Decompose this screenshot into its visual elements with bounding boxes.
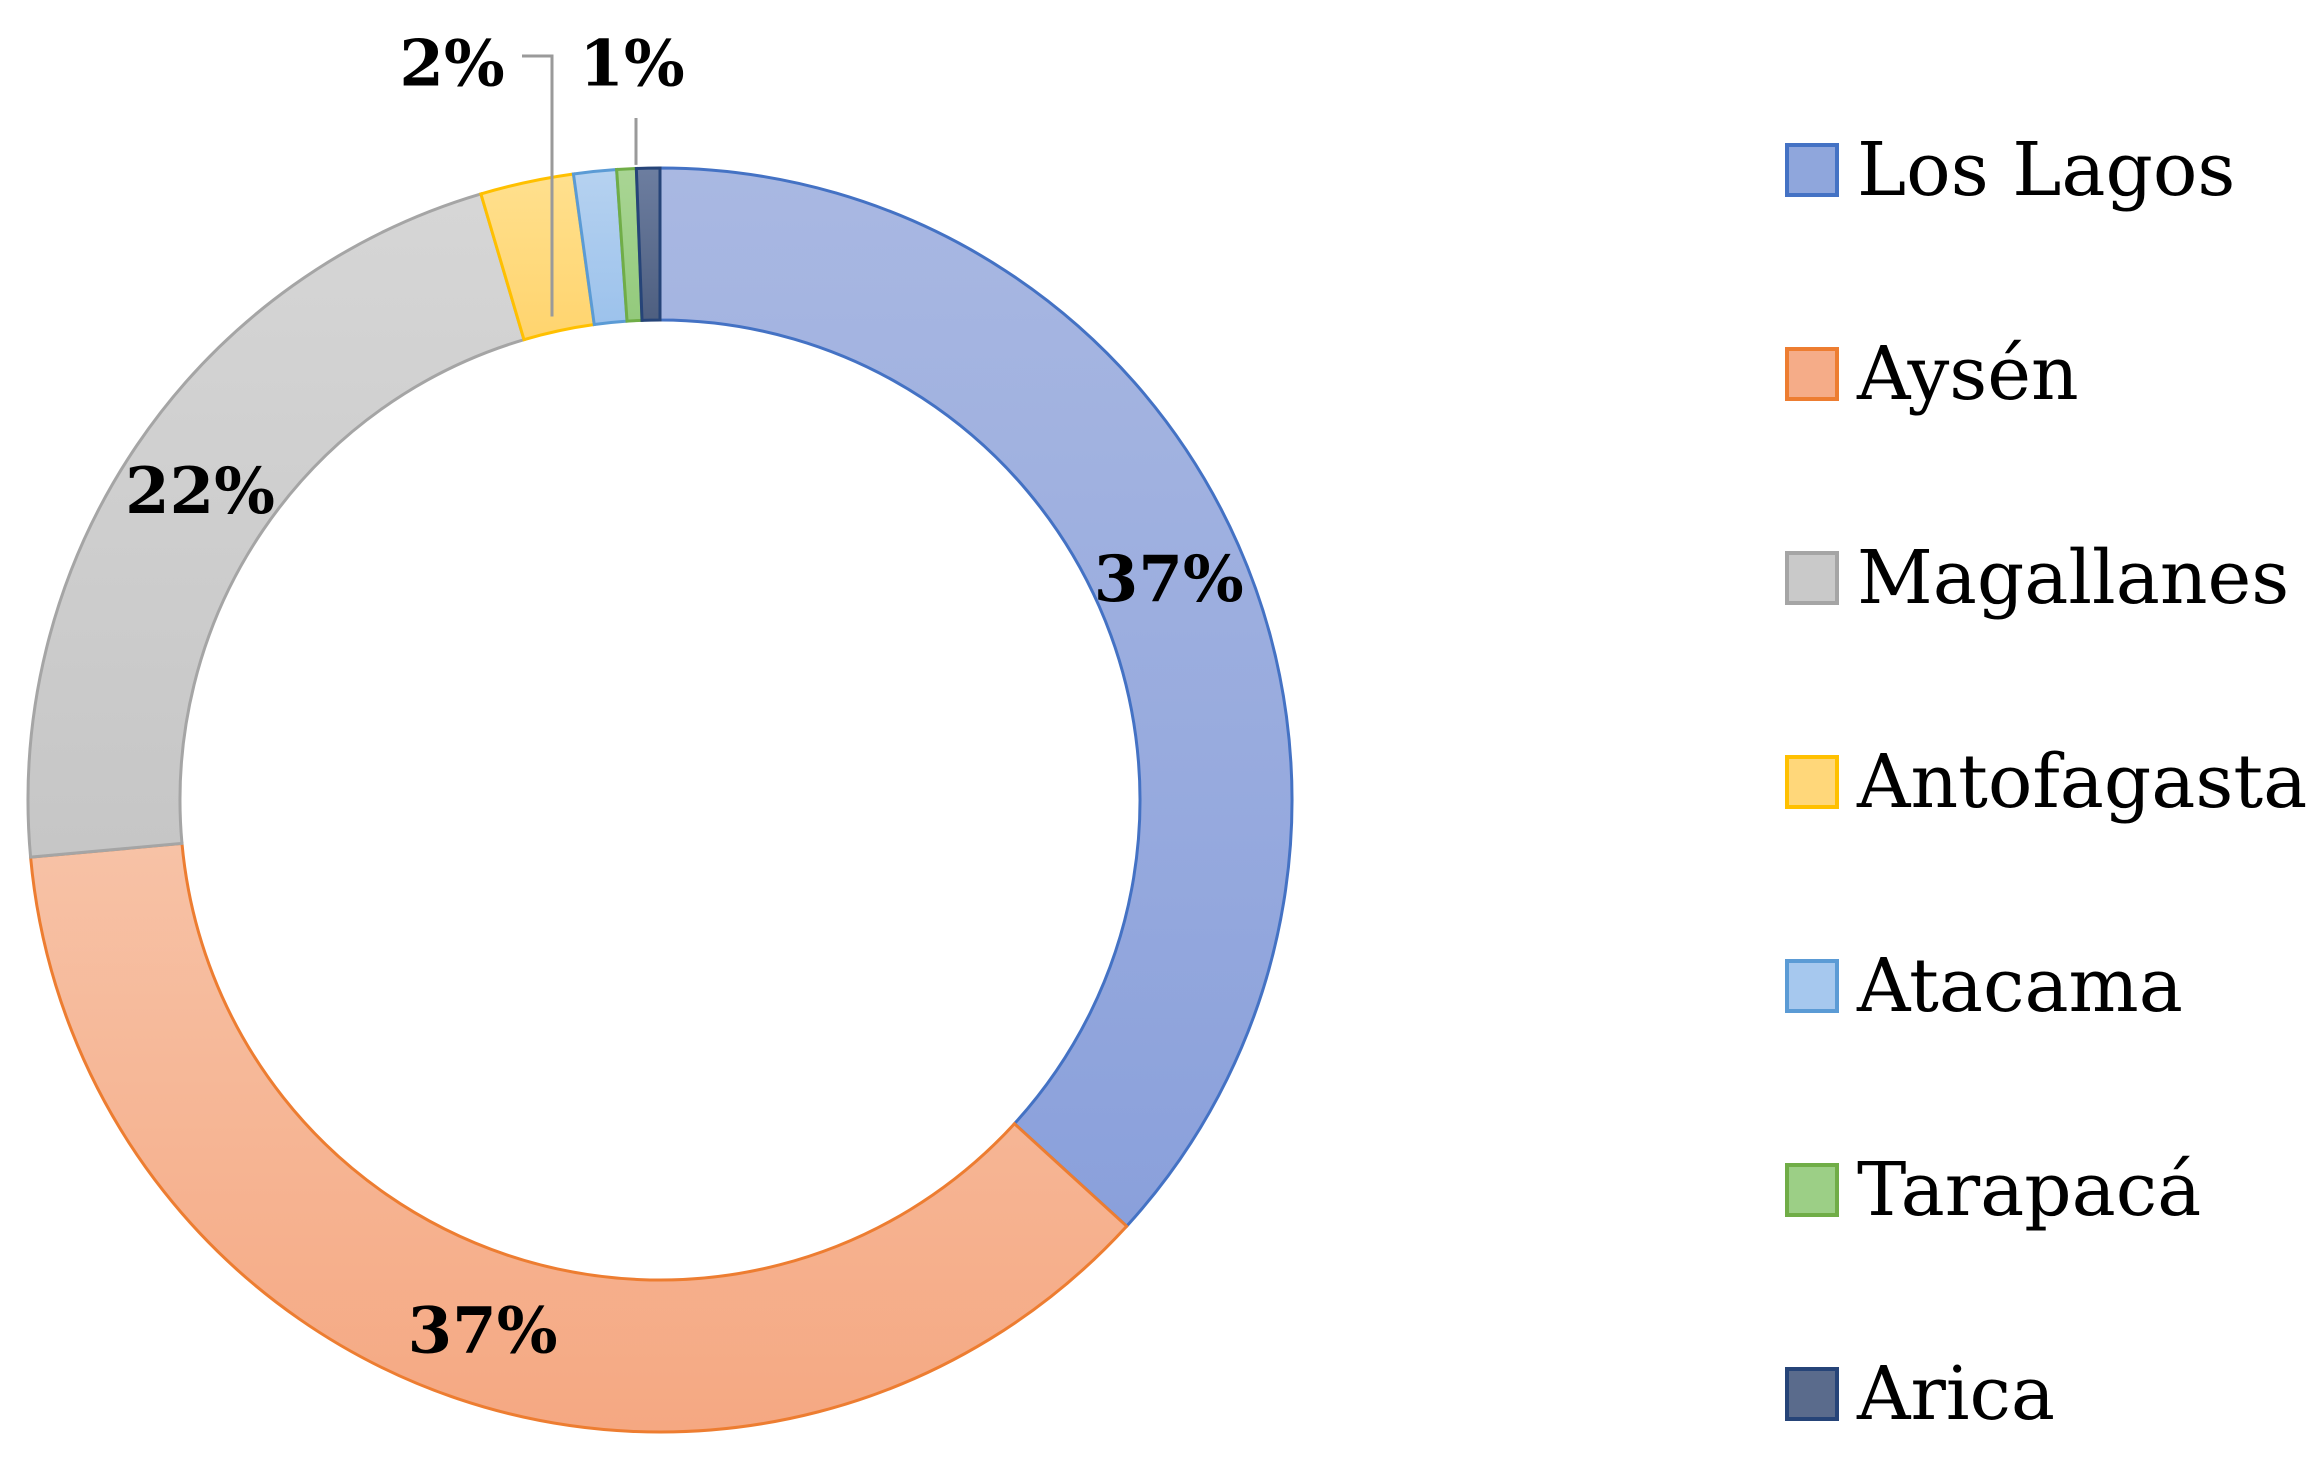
data-labels: 37% 37% 22% 2% 1%: [125, 27, 1244, 1369]
legend-label-antofagasta: Antofagasta: [1856, 739, 2307, 825]
data-label-antofagasta: 2%: [399, 27, 504, 102]
legend-label-atacama: Atacama: [1856, 943, 2183, 1029]
legend-label-arica: Arica: [1856, 1351, 2055, 1437]
slice-arica: [634, 166, 662, 322]
data-label-magallanes: 22%: [125, 454, 275, 529]
legend-item-atacama: Atacama: [1785, 943, 2183, 1029]
slice-los-lagos: [658, 166, 1294, 1229]
legend-swatch-tarapaca: [1785, 1163, 1839, 1217]
legend-item-antofagasta: Antofagasta: [1785, 739, 2307, 825]
data-label-aysen: 37%: [408, 1293, 558, 1368]
legend-swatch-antofagasta: [1785, 755, 1839, 809]
legend-label-aysen: Aysén: [1856, 331, 2079, 417]
legend-label-tarapaca: Tarapacá: [1857, 1147, 2201, 1233]
legend-item-aysen: Aysén: [1785, 331, 2079, 417]
leader-lines: [522, 54, 638, 317]
legend-swatch-los-lagos: [1785, 143, 1839, 197]
legend-swatch-magallanes: [1785, 551, 1839, 605]
legend-swatch-arica: [1785, 1367, 1839, 1421]
slice-aysen: [28, 841, 1129, 1434]
legend-swatch-aysen: [1785, 347, 1839, 401]
legend-swatch-atacama: [1785, 959, 1839, 1013]
data-label-los-lagos: 37%: [1094, 542, 1244, 617]
leader-line-antofagasta: [522, 54, 554, 317]
legend-label-los-lagos: Los Lagos: [1857, 127, 2235, 213]
data-label-tarapaca: 1%: [579, 27, 684, 102]
legend-item-los-lagos: Los Lagos: [1785, 127, 2235, 213]
legend-item-arica: Arica: [1785, 1351, 2055, 1437]
legend-label-magallanes: Magallanes: [1857, 535, 2289, 621]
legend-item-magallanes: Magallanes: [1785, 535, 2289, 621]
donut-slices: [26, 166, 1294, 1434]
legend: Los Lagos Aysén Magallanes Antofagasta Ataca…: [1785, 127, 2307, 1437]
legend-item-tarapaca: Tarapacá: [1785, 1147, 2201, 1233]
slice-magallanes: [26, 192, 526, 859]
